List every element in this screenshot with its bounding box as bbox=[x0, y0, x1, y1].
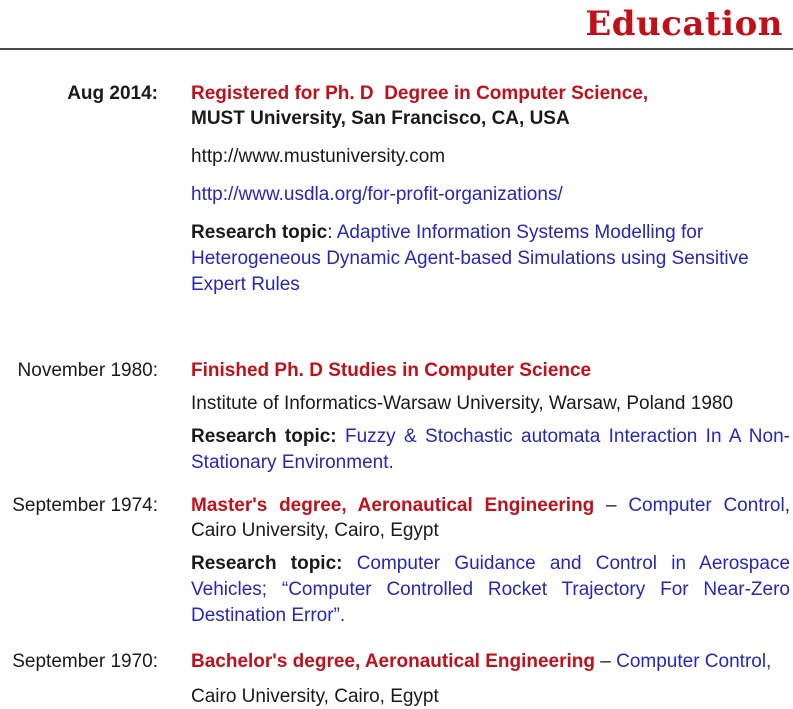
institution-text: Institute of Informatics-Warsaw Universi… bbox=[191, 393, 734, 414]
dash-separator: – bbox=[594, 651, 617, 672]
research-label: Research topic bbox=[191, 222, 328, 243]
research-topic: Research topic: Fuzzy & Stochastic autom… bbox=[191, 424, 790, 476]
specialization-text: Computer Control, bbox=[616, 651, 772, 672]
page-title: Education bbox=[585, 4, 783, 44]
education-entry-1980: November 1980: Finished Ph. D Studies in… bbox=[0, 358, 793, 476]
research-text: Computer Guidance and Control in Aerospa… bbox=[191, 553, 791, 626]
education-entry-1974: September 1974: Master's degree, Aeronau… bbox=[0, 493, 793, 629]
degree-title: Registered for Ph. D Degree in Computer … bbox=[191, 83, 649, 104]
research-text: Fuzzy & Stochastic automata Interaction … bbox=[191, 426, 790, 473]
entry-heading: Bachelor's degree, Aeronautical Engineer… bbox=[191, 649, 790, 674]
research-topic: Research topic: Adaptive Information Sys… bbox=[191, 220, 790, 298]
research-separator: : bbox=[327, 222, 337, 243]
institution-text: Cairo University, Cairo, Egypt bbox=[191, 686, 439, 707]
header-divider bbox=[0, 48, 793, 50]
institution-text: MUST University, San Francisco, CA, USA bbox=[191, 108, 570, 129]
research-text: Adaptive Information Systems Modelling f… bbox=[191, 222, 749, 295]
research-topic: Research topic: Computer Guidance and Co… bbox=[191, 551, 790, 629]
entry-date: September 1974: bbox=[12, 495, 158, 516]
degree-title: Finished Ph. D Studies in Computer Scien… bbox=[191, 360, 592, 381]
specialization-text: Computer Control bbox=[628, 495, 785, 516]
url-text: http://www.mustuniversity.com bbox=[191, 146, 446, 167]
entry-date: September 1970: bbox=[12, 651, 158, 672]
degree-title: Master's degree, Aeronautical Engineerin… bbox=[191, 495, 595, 516]
education-entry-2014: Aug 2014: Registered for Ph. D Degree in… bbox=[0, 81, 793, 298]
education-entry-1970: September 1970: Bachelor's degree, Aeron… bbox=[0, 649, 793, 709]
research-label: Research topic: bbox=[191, 553, 343, 574]
entry-date: Aug 2014: bbox=[67, 83, 158, 104]
entry-date: November 1980: bbox=[17, 360, 158, 381]
research-label: Research topic: bbox=[191, 426, 337, 447]
url-link[interactable]: http://www.usdla.org/for-profit-organiza… bbox=[191, 184, 563, 205]
dash-separator: – bbox=[594, 495, 629, 516]
degree-title: Bachelor's degree, Aeronautical Engineer… bbox=[191, 651, 595, 672]
institution-text: , Cairo University, Cairo, Egypt bbox=[191, 495, 790, 541]
entry-heading: Registered for Ph. D Degree in Computer … bbox=[191, 81, 790, 131]
entry-heading: Master's degree, Aeronautical Engineerin… bbox=[191, 493, 790, 543]
